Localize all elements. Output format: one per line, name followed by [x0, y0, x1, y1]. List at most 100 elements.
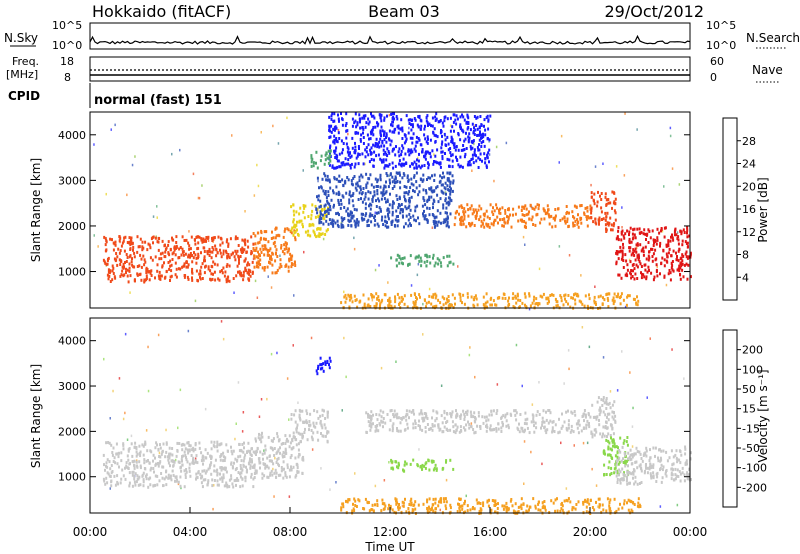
echo-cell	[534, 421, 537, 425]
echo-cell	[372, 422, 374, 426]
echo-cell	[266, 253, 269, 257]
echo-cell	[613, 411, 615, 415]
echo-cell	[615, 509, 618, 513]
echo-cell	[647, 228, 650, 232]
echo-cell	[237, 244, 240, 247]
echo-cell	[588, 293, 590, 297]
echo-cell	[264, 237, 267, 241]
echo-cell	[574, 219, 577, 223]
scatter-speckle	[493, 179, 495, 183]
echo-cell	[377, 122, 380, 126]
echo-cell	[390, 409, 393, 412]
echo-cell	[354, 162, 357, 166]
echo-cell	[282, 442, 285, 445]
echo-cell	[170, 478, 173, 482]
echo-cell	[387, 299, 389, 302]
echo-cell	[273, 447, 276, 450]
echo-cell	[390, 112, 393, 116]
scatter-speckle	[669, 134, 672, 138]
echo-cell	[461, 165, 464, 169]
echo-cell	[102, 453, 105, 457]
echo-cell	[191, 276, 193, 280]
echo-cell	[454, 423, 457, 427]
echo-cell	[599, 194, 601, 198]
echo-cell	[358, 499, 361, 503]
echo-cell	[622, 246, 625, 250]
echo-cell	[467, 138, 470, 142]
echo-cell	[201, 485, 204, 489]
scatter-speckle	[105, 192, 107, 196]
echo-cell	[114, 276, 117, 280]
echo-cell	[651, 259, 654, 263]
echo-cell	[671, 233, 673, 237]
echo-cell	[646, 471, 649, 475]
echo-cell	[334, 221, 337, 225]
echo-cell	[448, 261, 451, 265]
echo-cell	[419, 295, 421, 299]
echo-cell	[141, 240, 144, 244]
echo-cell	[403, 141, 406, 145]
echo-cell	[322, 434, 325, 438]
echo-cell	[584, 294, 587, 298]
echo-cell	[244, 238, 247, 242]
echo-cell	[565, 498, 568, 502]
echo-cell	[472, 428, 475, 431]
echo-cell	[250, 472, 253, 476]
echo-cell	[352, 176, 355, 180]
echo-cell	[395, 194, 398, 198]
echo-cell	[191, 448, 194, 452]
echo-cell	[418, 184, 421, 188]
echo-cell	[104, 237, 107, 241]
echo-cell	[636, 450, 639, 453]
echo-cell	[213, 440, 216, 444]
echo-cell	[133, 474, 136, 478]
echo-cell	[446, 211, 448, 215]
echo-cell	[364, 148, 367, 152]
echo-cell	[469, 128, 472, 132]
echo-cell	[183, 450, 186, 454]
echo-cell	[124, 261, 126, 264]
echo-cell	[333, 176, 336, 180]
echo-cell	[397, 508, 400, 512]
echo-cell	[291, 447, 294, 451]
echo-cell	[423, 217, 426, 221]
echo-cell	[379, 176, 382, 180]
echo-cell	[368, 414, 371, 418]
echo-cell	[353, 175, 356, 178]
echo-cell	[440, 500, 442, 503]
echo-cell	[361, 152, 364, 156]
echo-cell	[435, 468, 438, 472]
echo-cell	[422, 188, 425, 192]
echo-cell	[576, 292, 579, 296]
echo-cell	[636, 265, 639, 269]
echo-cell	[615, 474, 618, 478]
echo-cell	[401, 214, 404, 218]
echo-cell	[427, 505, 430, 509]
echo-cell	[199, 272, 202, 276]
scatter-speckle	[595, 484, 598, 487]
scatter-speckle	[194, 457, 197, 460]
echo-cell	[575, 422, 578, 426]
echo-cell	[608, 501, 611, 504]
echo-cell	[249, 457, 251, 461]
echo-cell	[513, 409, 516, 413]
echo-cell	[282, 476, 285, 480]
echo-cell	[587, 423, 590, 427]
echo-cell	[384, 164, 387, 168]
scatter-speckle	[646, 396, 648, 399]
echo-cell	[319, 356, 322, 360]
echo-cell	[184, 476, 187, 479]
echo-cell	[441, 157, 444, 161]
echo-cell	[172, 463, 175, 467]
echo-cell	[501, 420, 504, 424]
echo-cell	[680, 230, 683, 234]
echo-cell	[506, 215, 508, 219]
echo-cell	[559, 218, 562, 222]
echo-cell	[615, 295, 618, 299]
echo-cell	[344, 300, 347, 304]
echo-cell	[458, 292, 461, 296]
echo-cell	[406, 176, 409, 180]
echo-cell	[638, 503, 641, 507]
echo-cell	[494, 510, 496, 514]
echo-cell	[425, 415, 427, 419]
